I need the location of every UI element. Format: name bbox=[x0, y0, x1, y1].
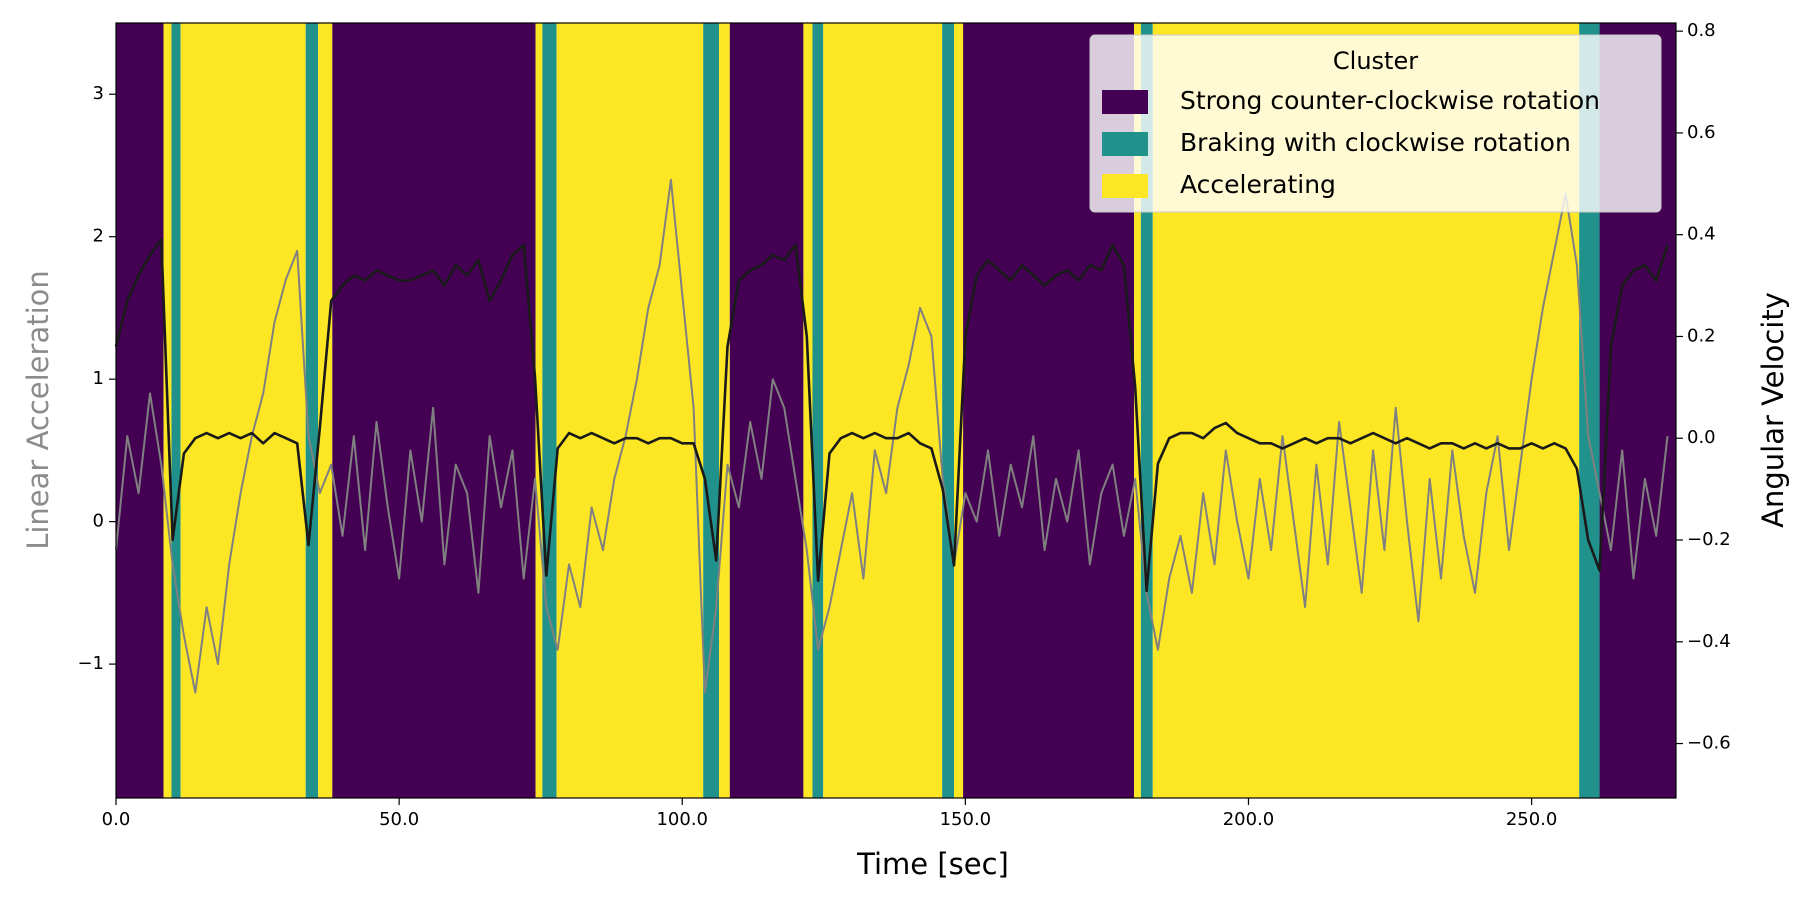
x-tick-label: 150.0 bbox=[940, 809, 992, 830]
x-axis-label: Time [sec] bbox=[856, 847, 1009, 881]
cluster-span bbox=[729, 23, 804, 798]
series-line bbox=[115, 178, 1669, 694]
cluster-span bbox=[305, 23, 319, 798]
legend-swatch bbox=[1102, 90, 1148, 114]
y2-tick-label: 0.2 bbox=[1687, 325, 1716, 346]
axes: 0.0 50.0 100.0 150.0 200.0 250.0 −1 0 1 2 3 −0.6 −0.… bbox=[77, 20, 1730, 830]
legend-swatch bbox=[1102, 174, 1148, 198]
cluster-span bbox=[318, 23, 333, 798]
cluster-span bbox=[542, 23, 557, 798]
cluster-span bbox=[1579, 23, 1600, 798]
cluster-span bbox=[180, 23, 306, 798]
x-tick-label: 50.0 bbox=[379, 809, 419, 830]
cluster-span bbox=[171, 23, 181, 798]
legend-label: Strong counter-clockwise rotation bbox=[1180, 86, 1600, 115]
x-tick-label: 200.0 bbox=[1223, 809, 1275, 830]
cluster-span bbox=[803, 23, 813, 798]
legend-label: Braking with clockwise rotation bbox=[1180, 128, 1571, 157]
y2-tick-label: 0.4 bbox=[1687, 224, 1716, 245]
y-tick-label: 1 bbox=[93, 368, 104, 389]
x-tick-label: 100.0 bbox=[656, 809, 708, 830]
y2-tick-label: 0.8 bbox=[1687, 20, 1716, 41]
y2-tick-label: −0.2 bbox=[1687, 529, 1731, 550]
y2-tick-label: −0.6 bbox=[1687, 733, 1731, 754]
cluster-span bbox=[942, 23, 955, 798]
y-axis-label: Linear Acceleration bbox=[21, 270, 55, 550]
y-tick-label: −1 bbox=[77, 653, 104, 674]
legend-title: Cluster bbox=[1333, 47, 1418, 75]
cluster-span bbox=[812, 23, 824, 798]
series-line bbox=[114, 238, 1669, 593]
plot-frame bbox=[115, 22, 1677, 799]
cluster-span bbox=[116, 23, 164, 798]
legend-swatch bbox=[1102, 132, 1148, 156]
y-tick-label: 2 bbox=[93, 226, 104, 247]
cluster-span bbox=[1140, 23, 1153, 798]
cluster-span bbox=[954, 23, 964, 798]
legend-label: Accelerating bbox=[1180, 170, 1336, 199]
legend-box bbox=[1089, 34, 1662, 213]
cluster-span bbox=[535, 23, 543, 798]
y2-tick-label: −0.4 bbox=[1687, 631, 1731, 652]
x-tick-label: 0.0 bbox=[102, 809, 131, 830]
legend: Cluster Strong counter-clockwise rotation… bbox=[1089, 34, 1662, 213]
y-tick-label: 0 bbox=[93, 511, 104, 532]
y-tick-label: 3 bbox=[93, 83, 104, 104]
y2-axis-label: Angular Velocity bbox=[1756, 292, 1790, 528]
lines bbox=[114, 178, 1669, 694]
x-tick-label: 250.0 bbox=[1506, 809, 1558, 830]
y2-tick-label: 0.6 bbox=[1687, 122, 1716, 143]
y2-tick-label: 0.0 bbox=[1687, 427, 1716, 448]
cluster-span bbox=[703, 23, 720, 798]
spans bbox=[116, 23, 1676, 798]
cluster-span bbox=[823, 23, 943, 798]
